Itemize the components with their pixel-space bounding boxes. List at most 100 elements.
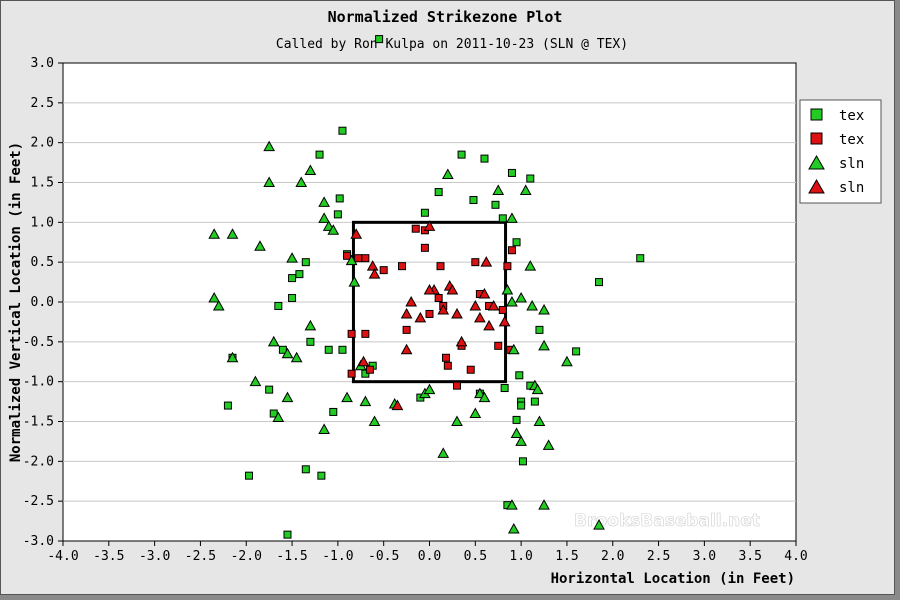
grid-lines	[63, 102, 796, 502]
data-point	[515, 371, 524, 380]
data-point	[593, 519, 605, 530]
data-point	[301, 258, 310, 267]
y-tick-label: 2.5	[31, 96, 54, 111]
data-point	[306, 337, 315, 346]
y-tick-label: 3.0	[31, 56, 54, 71]
data-point	[443, 361, 452, 370]
x-tick-label: 0.5	[464, 549, 487, 564]
x-tick-label: 3.0	[693, 549, 716, 564]
data-point	[208, 291, 221, 303]
data-point	[480, 256, 493, 267]
data-point	[315, 150, 324, 159]
x-tick-label: -2.5	[185, 549, 216, 564]
data-point	[411, 224, 420, 233]
data-point	[244, 471, 253, 480]
data-point	[368, 268, 381, 279]
data-point	[483, 319, 495, 331]
data-point	[357, 355, 370, 367]
data-point	[274, 301, 283, 310]
series-tex-0	[223, 35, 645, 539]
data-point	[366, 260, 379, 271]
data-point	[492, 184, 505, 195]
data-point	[347, 369, 356, 378]
data-point	[272, 411, 285, 423]
data-point	[538, 499, 550, 510]
data-point	[533, 415, 546, 426]
chart-title: Normalized Strikezone Plot	[328, 8, 563, 26]
data-point	[510, 427, 523, 438]
data-point	[423, 220, 436, 231]
legend-marker	[808, 154, 825, 170]
data-point	[437, 303, 450, 315]
data-point	[420, 243, 429, 252]
data-point	[304, 319, 317, 331]
x-tick-label: -1.5	[276, 549, 307, 564]
data-point	[451, 307, 463, 319]
data-point	[375, 35, 384, 44]
watermark: BrooksBaseball.net	[574, 511, 760, 531]
data-point	[324, 345, 333, 354]
data-point	[498, 305, 507, 314]
data-point	[402, 325, 411, 334]
data-point	[434, 188, 443, 197]
data-point	[469, 299, 482, 311]
data-point	[455, 335, 468, 347]
data-point	[595, 278, 604, 287]
data-point	[265, 385, 274, 394]
data-point	[507, 168, 516, 177]
y-axis-label: Normalized Vertical Location (in Feet)	[8, 142, 24, 462]
data-point	[478, 391, 491, 403]
x-tick-label: -3.0	[139, 549, 170, 564]
data-point	[474, 311, 486, 323]
data-point	[498, 315, 511, 327]
data-point	[437, 447, 450, 458]
data-point	[518, 457, 527, 466]
data-point	[423, 383, 436, 395]
x-tick-label: -3.5	[93, 549, 124, 564]
data-point	[469, 407, 482, 419]
data-point	[507, 343, 520, 355]
data-point	[466, 365, 475, 374]
data-point	[263, 176, 276, 187]
data-point	[335, 194, 344, 203]
data-point	[538, 339, 550, 351]
x-tick-label: 1.0	[509, 549, 532, 564]
data-point	[487, 299, 500, 311]
y-tick-label: -2.0	[23, 454, 54, 469]
data-point	[530, 397, 539, 406]
y-tick-label: 1.5	[31, 176, 54, 191]
data-point	[512, 415, 521, 424]
x-tick-label: -0.5	[368, 549, 399, 564]
data-point	[441, 168, 454, 180]
data-point	[288, 274, 297, 283]
data-point	[506, 212, 518, 223]
data-point	[338, 126, 347, 135]
chart-subtitle: Called by Ron Kulpa on 2011-10-23 (SLN @…	[276, 37, 628, 52]
data-point	[480, 154, 489, 163]
data-point	[341, 391, 353, 403]
data-point	[354, 254, 363, 263]
data-point	[506, 295, 518, 307]
x-tick-label: 0.0	[418, 549, 441, 564]
data-point	[368, 415, 381, 426]
data-point	[636, 254, 645, 263]
data-point	[281, 391, 294, 403]
data-point	[226, 228, 239, 239]
y-tick-label: 2.0	[31, 136, 54, 151]
x-tick-label: -1.0	[322, 549, 353, 564]
data-point	[434, 294, 443, 303]
data-point	[451, 415, 463, 426]
data-point	[329, 407, 338, 416]
data-point	[223, 401, 232, 410]
data-point	[515, 435, 527, 446]
data-point	[517, 401, 526, 410]
data-point	[526, 174, 535, 183]
data-point	[290, 351, 303, 363]
data-point	[345, 254, 358, 266]
data-point	[519, 184, 532, 195]
data-point	[318, 212, 330, 223]
data-point	[503, 262, 512, 271]
data-point	[572, 347, 581, 356]
data-point	[249, 375, 262, 387]
data-points	[208, 35, 645, 539]
